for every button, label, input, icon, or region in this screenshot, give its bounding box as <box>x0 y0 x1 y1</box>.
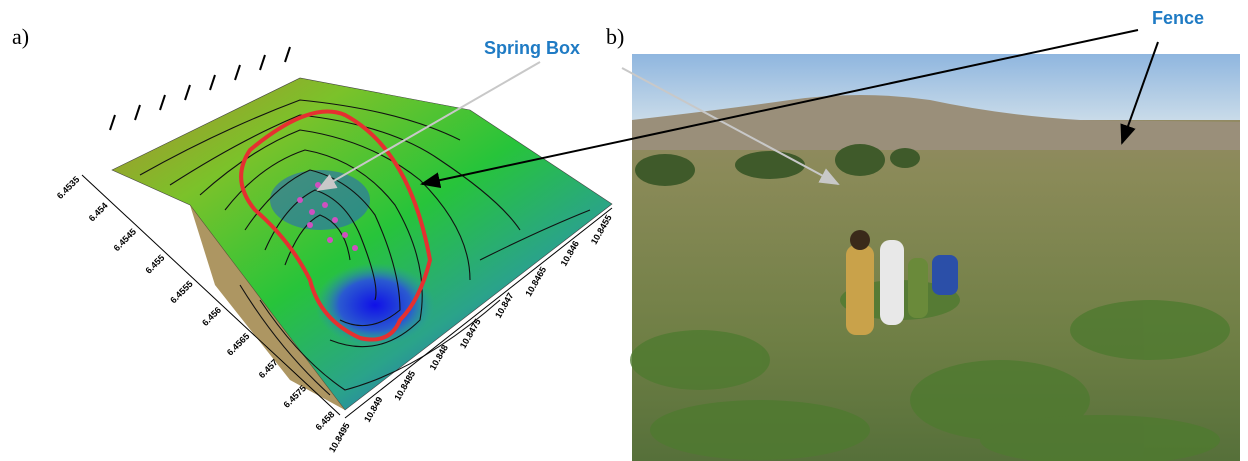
axis-tick-label: 10.8495 <box>327 421 352 454</box>
terrain-map <box>82 47 612 418</box>
axis-tick-label: 10.8465 <box>523 265 548 298</box>
callout-label: Spring Box <box>484 38 580 58</box>
axis-tick-label: 6.4545 <box>112 227 139 254</box>
figure: 6.45356.4546.45456.4556.45556.4566.4565 6… <box>0 0 1248 461</box>
axis-tick-label: 10.8485 <box>392 369 417 402</box>
field-photo <box>630 54 1240 461</box>
callout-label: Fence <box>1152 8 1204 28</box>
axis-tick-label: 10.849 <box>362 395 384 424</box>
panel-label: a) <box>12 24 29 49</box>
axis-tick-label: 6.454 <box>87 200 110 223</box>
panel-label: b) <box>606 24 624 49</box>
axis-tick-label: 6.456 <box>200 305 223 328</box>
axis-tick-label: 6.4575 <box>282 383 309 410</box>
axis-tick-label: 10.846 <box>559 239 581 268</box>
axis-tick-label: 6.4535 <box>55 174 82 201</box>
axis-tick-label: 6.458 <box>313 409 336 432</box>
axis-tick-label: 6.4565 <box>225 331 252 358</box>
axis-tick-label: 10.8475 <box>458 317 483 350</box>
axis-tick-label: 10.848 <box>428 343 450 372</box>
axis-tick-label: 6.455 <box>143 253 166 276</box>
axis-tick-label: 10.847 <box>493 291 515 320</box>
axis-tick-label: 6.4555 <box>168 279 195 306</box>
